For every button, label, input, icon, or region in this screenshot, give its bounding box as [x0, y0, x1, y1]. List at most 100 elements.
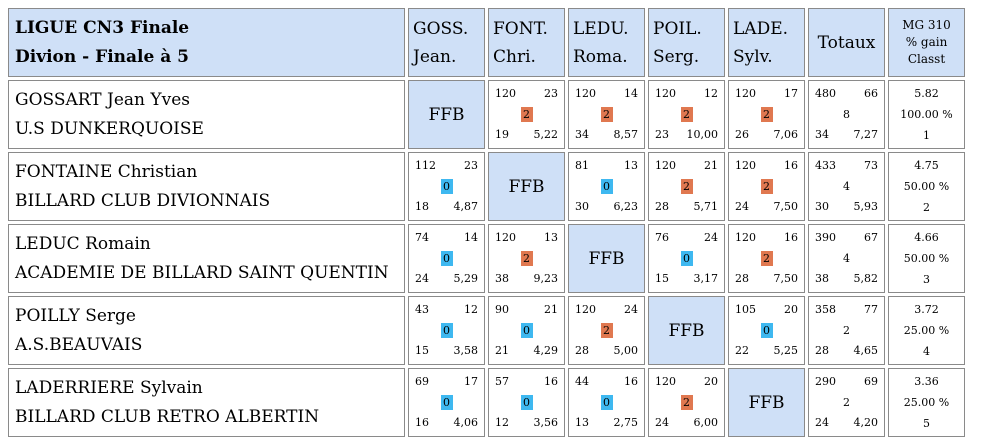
player-club: BILLARD CLUB RETRO ALBERTIN — [15, 406, 320, 427]
match-innings: 18 — [415, 200, 429, 213]
totals-cell: 433 73 30 5,93 4 — [808, 152, 885, 221]
col-header-abbr: LADE. — [733, 18, 789, 39]
ranking: 4 — [923, 345, 930, 358]
match-innings: 21 — [495, 344, 509, 357]
match-best-series: 16 — [544, 375, 558, 388]
col-header-abbr: LEDU. — [573, 18, 629, 39]
match-points: 120 — [735, 231, 756, 244]
match-average: 8,57 — [613, 128, 639, 141]
total-innings: 24 — [815, 416, 829, 429]
match-score-cell: 43 12 15 3,58 0 — [408, 296, 485, 365]
match-innings: 12 — [495, 416, 509, 429]
match-average: 3,17 — [693, 272, 719, 285]
match-best-series: 12 — [704, 87, 718, 100]
match-innings: 24 — [655, 416, 669, 429]
col-header-first: Roma. — [573, 46, 628, 67]
match-average: 7,06 — [773, 128, 799, 141]
player-row: FONTAINE Christian BILLARD CLUB DIVIONNAI… — [8, 152, 965, 221]
match-points: 120 — [575, 87, 596, 100]
match-score-cell: 90 21 21 4,29 0 — [488, 296, 565, 365]
col-header-first: Chri. — [493, 46, 536, 67]
match-best-series: 14 — [624, 87, 638, 100]
ranking: 2 — [923, 201, 930, 214]
total-average: 4,65 — [853, 344, 879, 357]
player-name: GOSSART Jean Yves — [15, 89, 191, 110]
match-innings: 15 — [655, 272, 669, 285]
match-score-cell: 120 17 26 7,06 2 — [728, 80, 805, 149]
total-points: 433 — [815, 159, 836, 172]
match-result-badge: 0 — [760, 322, 773, 338]
match-score-cell: 57 16 12 3,56 0 — [488, 368, 565, 437]
match-score-cell: 105 20 22 5,25 0 — [728, 296, 805, 365]
match-points: 90 — [495, 303, 509, 316]
match-innings: 16 — [415, 416, 429, 429]
player-row: LADERRIERE Sylvain BILLARD CLUB RETRO ALB… — [8, 368, 965, 437]
mg-cell: 4.75 50.00 % 2 — [888, 152, 965, 221]
match-innings: 24 — [735, 200, 749, 213]
match-points: 120 — [735, 159, 756, 172]
match-average: 5,29 — [453, 272, 479, 285]
match-best-series: 13 — [544, 231, 558, 244]
match-average: 7,50 — [773, 200, 799, 213]
match-best-series: 21 — [544, 303, 558, 316]
general-average: 3.72 — [914, 303, 939, 316]
match-result-badge: 0 — [440, 178, 453, 194]
total-points: 480 — [815, 87, 836, 100]
mg-cell: 5.82 100.00 % 1 — [888, 80, 965, 149]
match-average: 3,58 — [453, 344, 479, 357]
match-score-cell: 69 17 16 4,06 0 — [408, 368, 485, 437]
match-best-series: 17 — [784, 87, 798, 100]
win-percentage: 50.00 % — [903, 252, 950, 265]
match-score-cell: 120 16 24 7,50 2 — [728, 152, 805, 221]
match-score-cell: 120 24 28 5,00 2 — [568, 296, 645, 365]
player-row: LEDUC Romain ACADEMIE DE BILLARD SAINT QU… — [8, 224, 965, 293]
player-cell: POILLY Serge A.S.BEAUVAIS — [8, 296, 405, 365]
match-score-cell: 120 16 28 7,50 2 — [728, 224, 805, 293]
match-score-cell: 120 12 23 10,00 2 — [648, 80, 725, 149]
match-innings: 13 — [575, 416, 589, 429]
match-average: 5,25 — [773, 344, 799, 357]
results-table: LIGUE CN3 Finale Divion - Finale à 5 GOS… — [5, 5, 968, 440]
col-header-player-1: GOSS. Jean. — [408, 8, 485, 77]
total-best-series: 77 — [864, 303, 878, 316]
match-result-badge: 2 — [680, 106, 693, 122]
player-club: ACADEMIE DE BILLARD SAINT QUENTIN — [15, 262, 389, 283]
match-points: 120 — [495, 87, 516, 100]
match-innings: 22 — [735, 344, 749, 357]
match-best-series: 20 — [784, 303, 798, 316]
match-score-cell: 44 16 13 2,75 0 — [568, 368, 645, 437]
ranking: 1 — [923, 129, 930, 142]
match-score-cell: 120 23 19 5,22 2 — [488, 80, 565, 149]
win-percentage: 100.00 % — [900, 108, 953, 121]
match-score-cell: 112 23 18 4,87 0 — [408, 152, 485, 221]
player-club: A.S.BEAUVAIS — [15, 334, 143, 355]
col-header-abbr: GOSS. — [413, 18, 469, 39]
total-points: 390 — [815, 231, 836, 244]
match-result-badge: 2 — [760, 178, 773, 194]
col-header-first: Jean. — [413, 46, 457, 67]
match-average: 4,06 — [453, 416, 479, 429]
win-percentage: 25.00 % — [903, 396, 950, 409]
total-best-series: 67 — [864, 231, 878, 244]
match-innings: 30 — [575, 200, 589, 213]
total-match-points: 4 — [843, 180, 850, 193]
competition-subtitle: Divion - Finale à 5 — [15, 46, 189, 67]
match-result-badge: 0 — [600, 178, 613, 194]
player-cell: FONTAINE Christian BILLARD CLUB DIVIONNAI… — [8, 152, 405, 221]
match-points: 69 — [415, 375, 429, 388]
match-score-cell: 120 13 38 9,23 2 — [488, 224, 565, 293]
col-header-mg: MG 310 % gain Classt — [888, 8, 965, 77]
player-cell: LEDUC Romain ACADEMIE DE BILLARD SAINT QU… — [8, 224, 405, 293]
match-points: 81 — [575, 159, 589, 172]
player-cell: GOSSART Jean Yves U.S DUNKERQUOISE — [8, 80, 405, 149]
ffb-cell: FFB — [648, 296, 725, 365]
total-best-series: 73 — [864, 159, 878, 172]
match-result-badge: 0 — [680, 250, 693, 266]
ffb-cell: FFB — [408, 80, 485, 149]
match-innings: 38 — [495, 272, 509, 285]
match-average: 2,75 — [613, 416, 639, 429]
col-header-first: Serg. — [653, 46, 700, 67]
player-name: POILLY Serge — [15, 305, 136, 326]
match-best-series: 12 — [464, 303, 478, 316]
total-innings: 34 — [815, 128, 829, 141]
